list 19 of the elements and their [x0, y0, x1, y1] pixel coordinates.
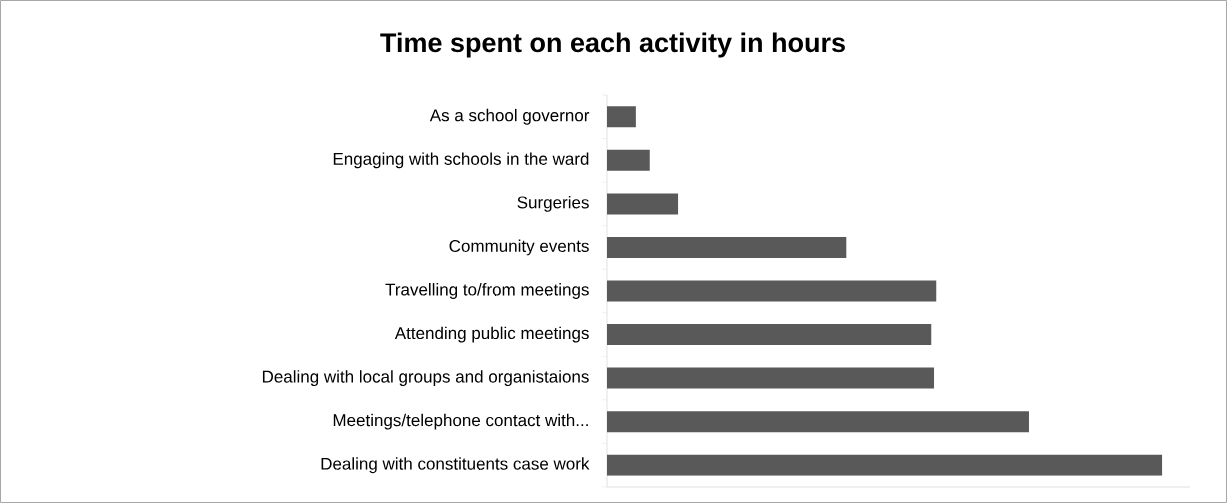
- chart-title: Time spent on each activity in hours: [380, 32, 845, 58]
- bar: [607, 367, 935, 389]
- bar: [607, 411, 1029, 433]
- bar: [607, 149, 650, 171]
- y-tick-label: Meetings/telephone contact with...: [333, 413, 588, 430]
- y-tick-label: Dealing with local groups and organistaions: [262, 370, 589, 387]
- y-tick-label: As a school governor: [429, 108, 590, 125]
- y-tick-label: Attending public meetings: [394, 326, 589, 343]
- bar: [607, 193, 679, 215]
- bar: [607, 324, 932, 346]
- y-tick-label: Dealing with constituents case work: [321, 457, 590, 474]
- y-tick-label: Surgeries: [517, 195, 589, 212]
- y-tick-label: Travelling to/from meetings: [385, 283, 589, 299]
- bar: [607, 280, 937, 302]
- bar: [607, 454, 1163, 476]
- bar: [607, 106, 636, 128]
- y-tick-label: Engaging with schools in the ward: [333, 152, 589, 169]
- bar: [607, 236, 847, 258]
- y-tick-label: Community events: [449, 239, 589, 256]
